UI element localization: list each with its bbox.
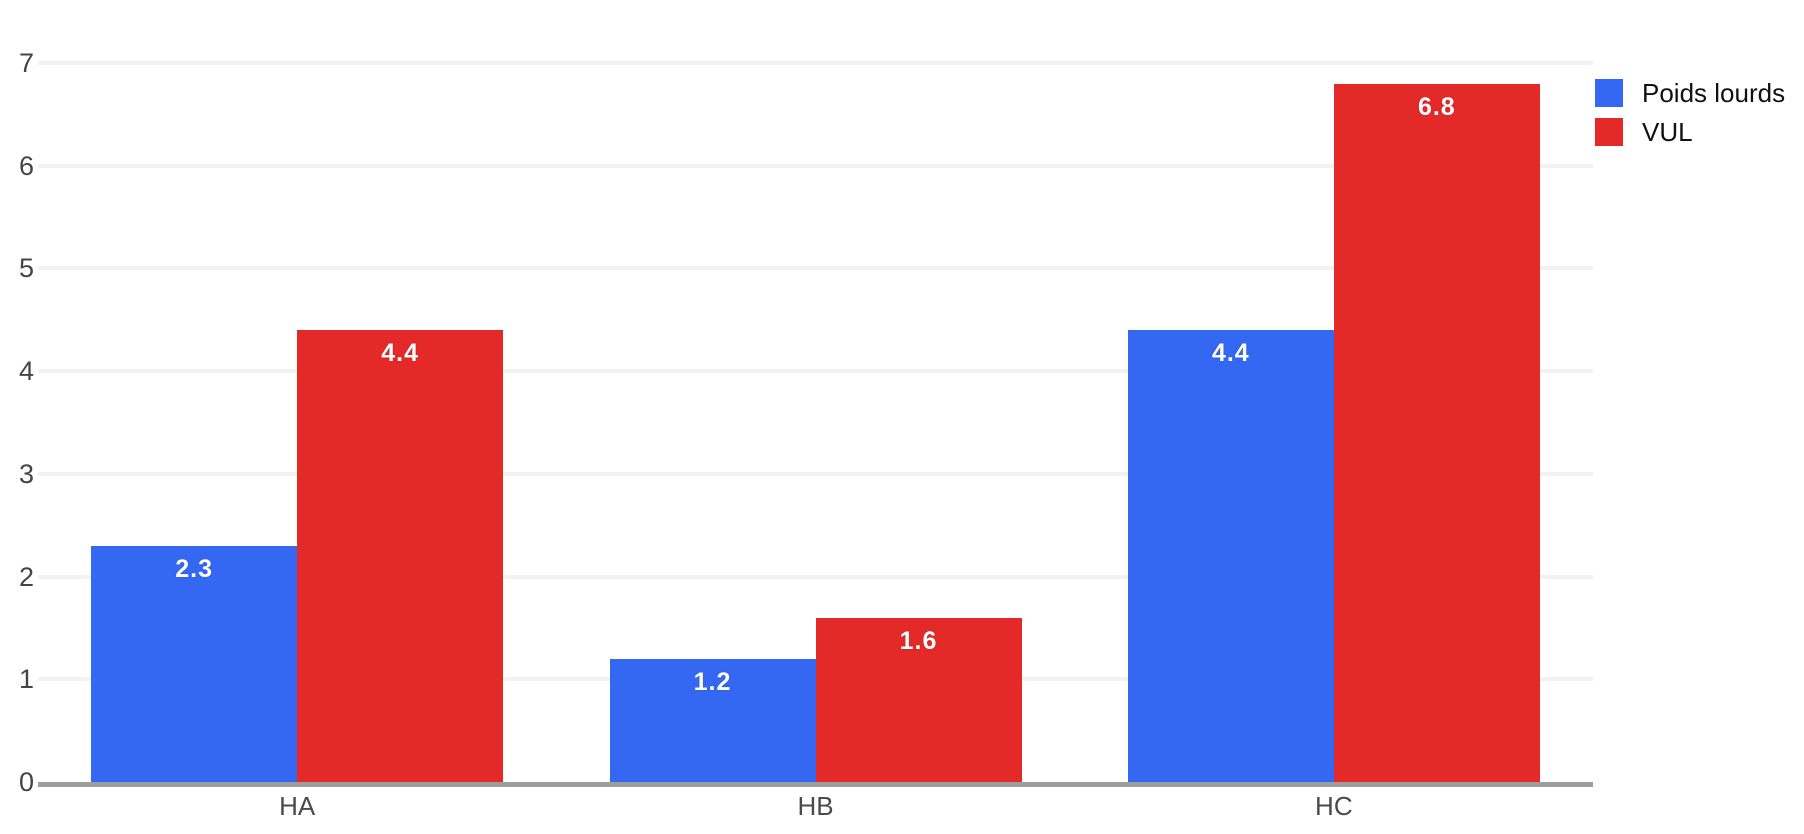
- bar-value-label: 1.2: [693, 667, 732, 696]
- y-tick-label: 0: [18, 767, 34, 797]
- bar-poids-lourds-ha: 2.3: [91, 545, 298, 782]
- gridline: [38, 574, 1593, 579]
- legend-label: Poids lourds: [1642, 78, 1786, 108]
- gridline: [38, 266, 1593, 271]
- bar-vul-hc: 6.8: [1333, 83, 1540, 782]
- bar-value-label: 4.4: [1211, 339, 1250, 368]
- x-category-label: HC: [1315, 791, 1353, 821]
- y-tick-label: 3: [18, 458, 34, 489]
- gridline: [38, 471, 1593, 476]
- gridline: [38, 163, 1593, 168]
- bar-vul-ha: 4.4: [297, 330, 504, 782]
- bar-value-label: 2.3: [175, 554, 214, 583]
- legend-swatch-icon: [1595, 79, 1623, 107]
- legend: Poids lourds VUL: [1595, 79, 1785, 146]
- y-tick-label: 6: [18, 150, 34, 181]
- x-category-label: HB: [797, 791, 834, 821]
- bar-value-label: 4.4: [381, 339, 420, 368]
- legend-item-vul: VUL: [1595, 118, 1785, 146]
- legend-item-poids-lourds: Poids lourds: [1595, 79, 1785, 107]
- gridline: [38, 369, 1593, 374]
- legend-swatch-icon: [1595, 118, 1623, 146]
- bar-value-label: 1.6: [899, 626, 938, 655]
- y-tick-label: 7: [18, 48, 34, 78]
- y-tick-label: 5: [18, 253, 34, 284]
- y-tick-label: 4: [18, 356, 34, 387]
- legend-label: VUL: [1642, 117, 1693, 147]
- bar-poids-lourds-hc: 4.4: [1127, 330, 1334, 782]
- y-tick-label: 2: [18, 561, 34, 592]
- y-tick-label: 1: [18, 664, 34, 695]
- x-category-label: HA: [279, 791, 316, 821]
- gridline: [38, 61, 1593, 65]
- bar-value-label: 6.8: [1417, 92, 1456, 121]
- bar-vul-hb: 1.6: [815, 617, 1022, 782]
- bar-poids-lourds-hb: 1.2: [609, 658, 816, 782]
- x-axis-line: [38, 782, 1593, 787]
